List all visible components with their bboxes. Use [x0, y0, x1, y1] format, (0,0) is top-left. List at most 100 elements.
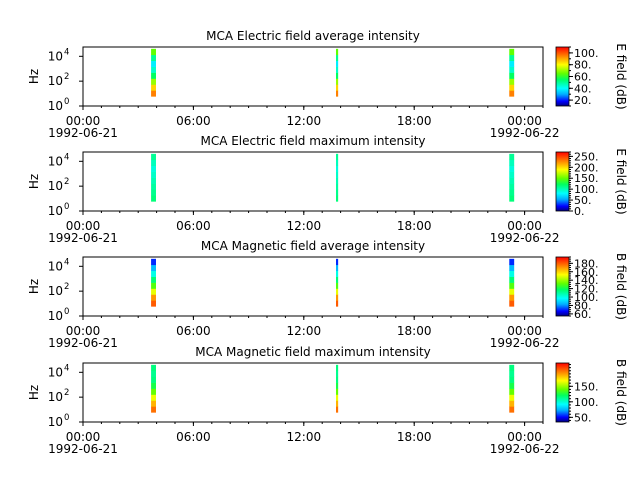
data-cell — [336, 364, 339, 372]
y-tick-exponent: 0 — [64, 307, 69, 317]
data-cell — [509, 370, 515, 378]
data-cell — [336, 48, 339, 56]
x-tick-date: 1992-06-21 — [48, 336, 118, 350]
colorbar-label: E field (dB) — [614, 148, 628, 214]
colorbar-tick-label: 50. — [574, 194, 592, 207]
panel-title: MCA Magnetic field maximum intensity — [195, 345, 431, 359]
y-tick-label: 10 — [48, 74, 63, 88]
y-tick-label: 10 — [48, 49, 63, 63]
data-block-1 — [151, 153, 156, 202]
colorbar-gradient — [555, 151, 570, 212]
data-block-2 — [336, 364, 339, 413]
x-tick-label: 12:00 — [287, 430, 322, 444]
data-cell — [151, 400, 156, 407]
colorbar-tick-label: 20. — [574, 94, 592, 107]
data-cell — [336, 258, 339, 266]
data-cell — [151, 382, 156, 389]
colorbar-tick-label: 140. — [574, 274, 599, 287]
colorbar-tick-label: 120. — [574, 283, 599, 296]
data-cell — [336, 171, 339, 178]
colorbar-tick-label: 50. — [574, 411, 592, 424]
data-cell — [336, 400, 339, 407]
data-cell — [509, 78, 515, 85]
data-cell — [336, 282, 339, 289]
panel-title: MCA Magnetic field average intensity — [201, 239, 425, 253]
x-tick-date: 1992-06-22 — [490, 231, 560, 245]
y-tick-exponent: 4 — [64, 363, 69, 373]
x-tick-date: 1992-06-21 — [48, 231, 118, 245]
data-cell — [151, 177, 156, 184]
data-cell — [336, 183, 339, 190]
data-cell — [509, 171, 515, 178]
data-cell — [151, 195, 156, 202]
data-cell — [336, 165, 339, 172]
y-tick-exponent: 2 — [64, 177, 69, 187]
data-cell — [509, 294, 515, 301]
data-cell — [151, 84, 156, 91]
colorbar-tick-label: 80. — [574, 299, 592, 312]
x-tick-label: 06:00 — [176, 219, 211, 233]
data-cell — [509, 400, 515, 407]
x-tick-label: 00:00 — [507, 219, 542, 233]
data-cell — [509, 159, 515, 167]
x-tick-label: 18:00 — [397, 430, 432, 444]
data-cell — [151, 288, 156, 295]
data-cell — [509, 195, 515, 202]
data-cell — [336, 276, 339, 283]
data-cell — [336, 394, 339, 401]
colorbar-tick-label: 160. — [574, 266, 599, 279]
colorbar-gradient — [555, 362, 570, 423]
data-cell — [336, 60, 339, 67]
x-tick-label: 18:00 — [397, 324, 432, 338]
panel-title: MCA Electric field maximum intensity — [200, 134, 425, 148]
x-tick-label: 06:00 — [176, 324, 211, 338]
colorbar-tick-label: 150. — [574, 172, 599, 185]
x-tick-label: 00:00 — [66, 324, 101, 338]
x-tick-label: 12:00 — [287, 324, 322, 338]
data-cell — [509, 288, 515, 295]
y-tick-label: 10 — [48, 309, 63, 323]
x-tick-label: 18:00 — [397, 219, 432, 233]
data-block-1 — [151, 48, 156, 97]
x-tick-label: 12:00 — [287, 219, 322, 233]
data-cell — [151, 153, 156, 161]
data-cell — [336, 189, 339, 196]
data-cell — [151, 48, 156, 56]
data-cell — [336, 376, 339, 383]
data-cell — [151, 258, 156, 266]
x-tick-label: 00:00 — [66, 430, 101, 444]
data-cell — [336, 270, 339, 277]
axes-frame — [82, 256, 544, 317]
data-cell — [509, 258, 515, 266]
data-cell — [509, 364, 515, 372]
data-block-3 — [509, 48, 515, 97]
colorbar-gradient — [555, 256, 570, 317]
y-tick-label: 10 — [48, 259, 63, 273]
data-cell — [151, 282, 156, 289]
axes-frame — [82, 151, 544, 212]
data-cell — [151, 388, 156, 395]
data-block-2 — [336, 258, 339, 307]
data-cell — [151, 165, 156, 172]
data-cell — [151, 78, 156, 85]
data-cell — [336, 195, 339, 202]
data-cell — [151, 270, 156, 277]
colorbar-tick-label: 100. — [574, 396, 599, 409]
x-tick-date: 1992-06-21 — [48, 126, 118, 140]
colorbar-tick-label: 100. — [574, 47, 599, 60]
data-cell — [509, 376, 515, 383]
data-cell — [509, 72, 515, 79]
y-tick-label: 10 — [48, 179, 63, 193]
data-block-3 — [509, 153, 515, 202]
colorbar: 50. 100. 150. B field (dB) — [555, 359, 628, 426]
data-cell — [336, 388, 339, 395]
data-cell — [151, 364, 156, 372]
colorbar-label: B field (dB) — [614, 359, 628, 426]
x-tick-label: 00:00 — [66, 219, 101, 233]
data-cell — [509, 153, 515, 161]
data-cell — [151, 183, 156, 190]
y-tick-label: 10 — [48, 365, 63, 379]
data-cell — [151, 300, 156, 307]
